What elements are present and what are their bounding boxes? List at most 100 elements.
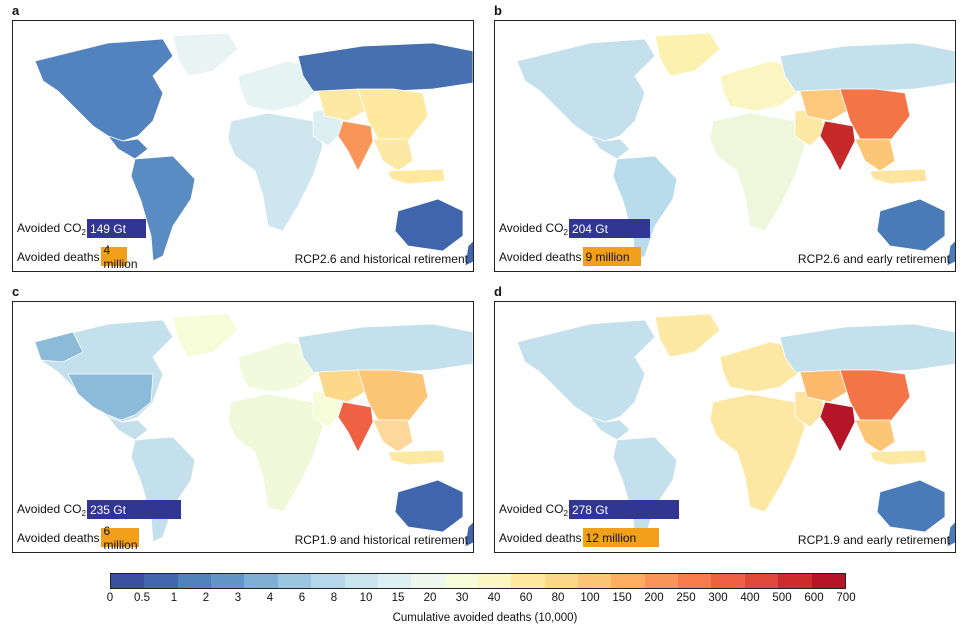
avoided-deaths-value: 12 million	[582, 528, 659, 547]
colorbar-bin	[477, 574, 512, 588]
colorbar-bin	[744, 574, 779, 588]
region-russia	[297, 323, 473, 375]
colorbar-tick-label: 8	[330, 592, 338, 604]
avoided-co2-row: Avoided CO2 149 Gt	[17, 219, 146, 238]
colorbar-tick-label: 2	[202, 592, 210, 604]
region-africa	[709, 393, 806, 513]
map-panel-b: Avoided CO2 204 Gt Avoided deaths 9 million…	[494, 20, 956, 272]
region-greenland	[654, 32, 721, 77]
colorbar-bin	[711, 574, 745, 588]
region-greenland	[172, 32, 239, 77]
colorbar-bin	[411, 574, 445, 588]
colorbar-tick-label: 700	[836, 592, 856, 604]
co2-subscript: 2	[81, 508, 86, 518]
colorbar-tick-label: 6	[298, 592, 306, 604]
avoided-deaths-row: Avoided deaths 12 million	[499, 528, 659, 547]
region-russia	[779, 42, 955, 94]
colorbar-bin	[344, 574, 378, 588]
colorbar-bin	[177, 574, 212, 588]
avoided-deaths-value: 6 million	[100, 524, 139, 552]
avoided-co2-row: Avoided CO2 278 Gt	[499, 500, 679, 519]
map-panel-a: Avoided CO2 149 Gt Avoided deaths 4 million…	[12, 20, 474, 272]
avoided-co2-label: Avoided CO2	[499, 220, 568, 237]
region-ca	[588, 416, 631, 441]
colorbar-tick-label: 4	[266, 592, 274, 604]
region-nz	[946, 240, 955, 267]
map-panel-d: Avoided CO2 278 Gt Avoided deaths 12 millio…	[494, 301, 956, 553]
colorbar-tick-label: 400	[740, 592, 760, 604]
region-sa	[612, 436, 678, 543]
avoided-co2-value: 149 Gt	[86, 219, 146, 238]
region-australia	[876, 479, 946, 533]
colorbar-bin	[778, 574, 812, 588]
colorbar-tick-label: 150	[612, 592, 632, 604]
panel-letter-c: c	[12, 284, 20, 299]
region-europe	[237, 60, 319, 112]
co2-subscript: 2	[563, 508, 568, 518]
colorbar-bin	[244, 574, 278, 588]
colorbar	[110, 573, 846, 589]
region-europe	[237, 341, 319, 393]
colorbar-tick-label: 3	[234, 592, 242, 604]
region-australia	[876, 198, 946, 252]
avoided-co2-label: Avoided CO2	[17, 501, 86, 518]
region-seasia	[854, 138, 896, 172]
region-india	[337, 120, 374, 172]
region-nz	[464, 521, 473, 548]
region-ca	[106, 135, 149, 160]
avoided-deaths-row: Avoided deaths 9 million	[499, 247, 641, 266]
colorbar-tick-label: 300	[708, 592, 728, 604]
colorbar-bin	[111, 574, 145, 588]
colorbar-bin	[444, 574, 478, 588]
colorbar-tick-label: 600	[804, 592, 824, 604]
region-africa	[709, 112, 806, 232]
region-europe	[719, 60, 801, 112]
avoided-deaths-label: Avoided deaths	[17, 249, 100, 264]
region-indonesia	[869, 449, 928, 466]
region-africa	[227, 112, 324, 232]
colorbar-ticks: 0 0.5 1 2 3 4 6 8 10 15 20 30 40 60 80 100 150 200 250 300 4…	[106, 592, 856, 606]
avoided-deaths-row: Avoided deaths 6 million	[17, 524, 139, 552]
world-map	[516, 313, 955, 548]
colorbar-tick-label: 15	[391, 592, 405, 604]
colorbar-tick-label: 30	[455, 592, 469, 604]
world-map	[34, 32, 473, 267]
region-china	[357, 88, 429, 142]
avoided-deaths-label: Avoided deaths	[17, 530, 100, 545]
avoided-co2-value: 278 Gt	[568, 500, 679, 519]
region-india	[819, 120, 856, 172]
region-sa	[130, 155, 196, 262]
colorbar-bin	[144, 574, 178, 588]
colorbar-tick-label: 20	[423, 592, 437, 604]
region-usa	[67, 373, 154, 421]
region-sa	[130, 436, 196, 543]
region-na	[516, 319, 656, 423]
region-indonesia	[387, 168, 446, 185]
region-africa	[227, 393, 324, 513]
region-na	[516, 38, 656, 142]
colorbar-tick-label: 200	[644, 592, 664, 604]
colorbar-tick-label: 80	[551, 592, 565, 604]
avoided-co2-row: Avoided CO2 204 Gt	[499, 219, 650, 238]
avoided-deaths-value: 4 million	[100, 243, 138, 271]
avoided-co2-row: Avoided CO2 235 Gt	[17, 500, 181, 519]
avoided-deaths-label: Avoided deaths	[499, 249, 582, 264]
avoided-co2-value: 204 Gt	[568, 219, 650, 238]
colorbar-bin	[211, 574, 245, 588]
colorbar-bin	[377, 574, 412, 588]
region-seasia	[372, 419, 414, 453]
avoided-deaths-value: 9 million	[582, 247, 641, 266]
colorbar-tick-label: 0	[106, 592, 114, 604]
colorbar-tick-label: 1	[170, 592, 178, 604]
region-na	[34, 38, 174, 142]
region-indonesia	[869, 168, 928, 185]
scenario-label: RCP1.9 and early retirement	[797, 533, 950, 547]
region-china	[357, 369, 429, 423]
colorbar-tick-label: 60	[519, 592, 533, 604]
region-australia	[394, 198, 464, 252]
colorbar-tick-label: 40	[487, 592, 501, 604]
co2-subscript: 2	[81, 227, 86, 237]
colorbar-bin	[811, 574, 845, 588]
region-centralasia	[317, 369, 366, 403]
region-centralasia	[799, 369, 848, 403]
